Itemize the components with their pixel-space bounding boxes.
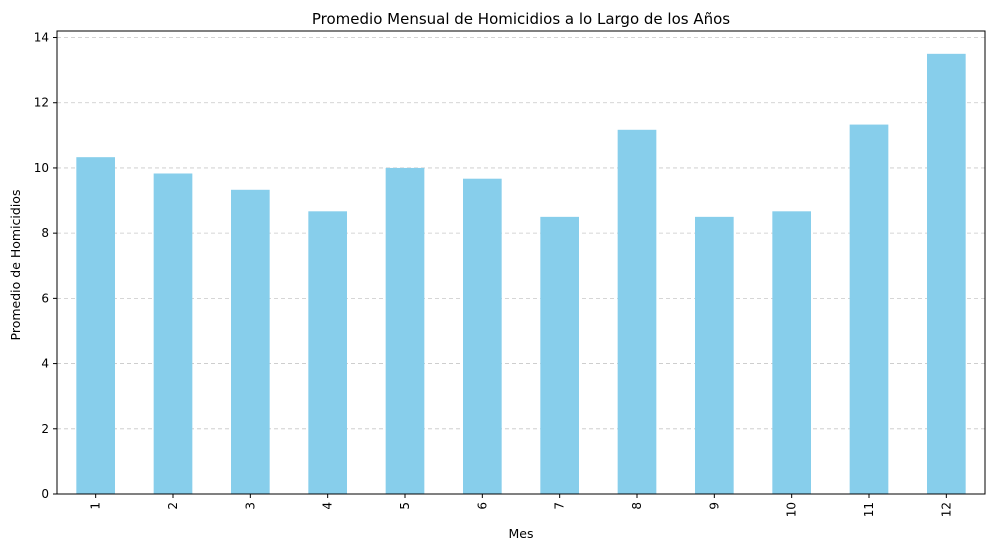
y-tick-label: 2	[41, 422, 49, 436]
x-tick-label: 4	[321, 502, 335, 510]
bar	[308, 211, 347, 495]
bar	[695, 216, 734, 494]
bar	[385, 167, 425, 494]
y-tick-label: 6	[41, 291, 49, 305]
y-tick-label: 0	[41, 487, 49, 501]
bar	[772, 211, 811, 495]
bars	[76, 53, 966, 495]
bar	[617, 129, 657, 494]
y-tick-label: 10	[34, 161, 49, 175]
x-tick-label: 3	[243, 502, 257, 510]
x-tick-label: 9	[707, 502, 721, 510]
axes	[53, 30, 986, 498]
y-axis-label: Promedio de Homicidios	[8, 190, 23, 341]
bar	[463, 178, 502, 494]
bar	[849, 124, 889, 494]
y-tick-label: 14	[34, 31, 49, 45]
bar	[76, 157, 115, 494]
x-tick-label: 11	[862, 502, 876, 517]
x-tick-label: 7	[553, 502, 567, 510]
plot-frame	[56, 30, 986, 495]
x-tick-label: 8	[630, 502, 644, 510]
bar	[927, 53, 966, 494]
x-tick-label: 6	[475, 502, 489, 510]
gridlines	[57, 37, 985, 495]
bar	[540, 216, 579, 494]
y-tick-label: 4	[41, 357, 49, 371]
x-tick-label: 5	[398, 502, 412, 510]
x-tick-label: 2	[166, 502, 180, 510]
bar	[231, 189, 270, 495]
x-tick-label: 10	[785, 502, 799, 517]
x-tick-label: 1	[89, 502, 103, 510]
chart-title: Promedio Mensual de Homicidios a lo Larg…	[312, 10, 730, 28]
x-axis-label: Mes	[509, 526, 534, 541]
x-tick-label: 12	[939, 502, 953, 517]
bar	[153, 173, 193, 494]
y-tick-label: 8	[41, 226, 49, 240]
y-tick-label: 12	[34, 96, 49, 110]
